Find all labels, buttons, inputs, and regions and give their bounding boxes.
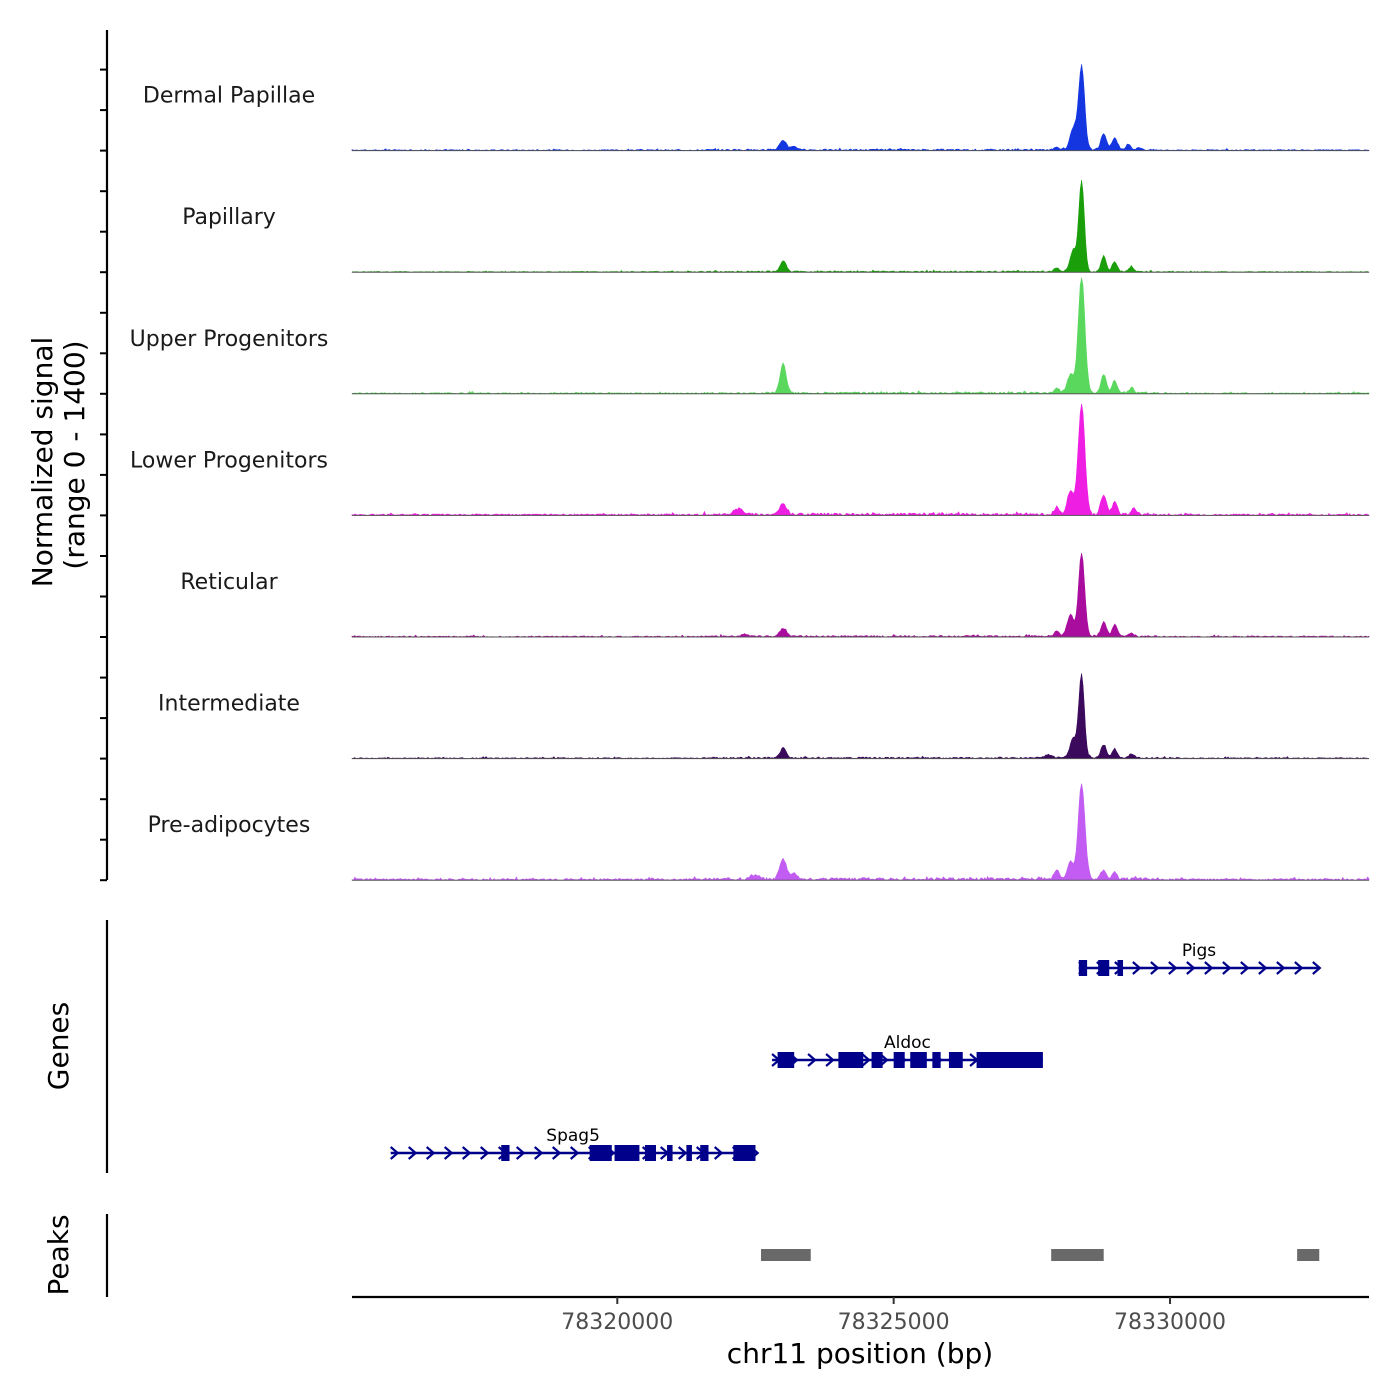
strand-arrow-icon — [677, 1146, 688, 1160]
coverage-area — [351, 277, 1370, 395]
gene-exon — [871, 1052, 883, 1068]
gene-model: Aldoc — [771, 1033, 1043, 1068]
strand-arrow-icon — [1240, 961, 1250, 975]
x-axis-tick-label: 78325000 — [838, 1310, 950, 1335]
gene-model: Pigs — [1078, 941, 1322, 976]
strand-arrow-icon — [1276, 961, 1286, 975]
coverage-area — [351, 673, 1370, 759]
strand-arrow-icon — [1258, 961, 1268, 975]
strand-arrow-icon — [1222, 961, 1232, 975]
x-axis-tick-label: 78320000 — [561, 1310, 673, 1335]
track-label: Papillary — [182, 205, 276, 230]
track-label: Upper Progenitors — [130, 327, 329, 352]
coverage-area — [351, 552, 1370, 638]
coverage-area — [351, 179, 1370, 273]
gene-exon — [932, 1052, 941, 1068]
track-label: Intermediate — [158, 692, 300, 717]
y-axis-title: Normalized signal — [26, 337, 59, 588]
signal-y-axis-ticks — [100, 68, 107, 882]
strand-arrow-icon — [1294, 961, 1304, 975]
peak-region — [1297, 1249, 1320, 1261]
strand-arrow-icon — [825, 1053, 835, 1067]
track-label: Reticular — [180, 570, 278, 595]
x-axis-ticks: 78320000 78325000 78330000 — [561, 1297, 1226, 1335]
gene-exon — [976, 1052, 1043, 1068]
gene-name-label: Aldoc — [884, 1033, 931, 1053]
strand-arrow-icon — [1132, 961, 1142, 975]
gene-exon — [948, 1052, 963, 1068]
coverage-track: Reticular — [180, 552, 1370, 638]
gene-exon — [910, 1052, 927, 1068]
y-axis-title-range: (range 0 - 1400) — [58, 340, 91, 569]
coverage-track: Lower Progenitors — [130, 403, 1370, 516]
gene-exon — [686, 1145, 692, 1161]
x-axis-tick-label: 78330000 — [1114, 1310, 1226, 1335]
strand-arrow-icon — [861, 1053, 871, 1067]
strand-arrow-icon — [807, 1053, 817, 1067]
strand-arrow-icon — [479, 1146, 490, 1160]
coverage-track: Intermediate — [158, 673, 1370, 760]
genes-panel-title: Genes — [42, 1002, 75, 1090]
gene-exon — [777, 1052, 795, 1068]
x-axis-title: chr11 position (bp) — [727, 1337, 993, 1370]
track-label: Lower Progenitors — [130, 448, 328, 473]
coverage-area — [351, 64, 1370, 151]
strand-arrow-icon — [713, 1146, 724, 1160]
coverage-area — [351, 783, 1370, 881]
strand-arrow-icon — [443, 1146, 454, 1160]
track-label: Dermal Papillae — [143, 84, 315, 109]
coverage-area — [351, 403, 1370, 516]
peak-region — [1051, 1249, 1104, 1261]
coverage-track: Papillary — [182, 179, 1370, 273]
gene-exon — [1098, 960, 1110, 976]
strand-arrow-icon — [407, 1146, 418, 1160]
strand-arrow-icon — [515, 1146, 526, 1160]
coverage-track: Upper Progenitors — [130, 277, 1370, 395]
strand-arrow-icon — [389, 1146, 400, 1160]
gene-exon — [589, 1145, 612, 1161]
gene-exon — [1078, 960, 1088, 976]
coverage-track: Pre-adipocytes — [148, 783, 1370, 881]
peak-region — [761, 1249, 811, 1261]
strand-arrow-icon — [461, 1146, 472, 1160]
gene-exon — [667, 1145, 673, 1161]
strand-arrow-icon — [1168, 961, 1178, 975]
gene-annotation-track: Pigs Aldoc Spag5 — [389, 941, 1322, 1161]
gene-exon — [501, 1145, 510, 1161]
track-label: Pre-adipocytes — [148, 813, 311, 838]
gene-exon — [644, 1145, 656, 1161]
strand-arrow-icon — [1312, 961, 1322, 975]
gene-exon — [1117, 960, 1124, 976]
peaks-panel-title: Peaks — [42, 1214, 75, 1295]
gene-exon — [700, 1145, 709, 1161]
gene-exon — [838, 1052, 864, 1068]
gene-exon — [733, 1145, 756, 1161]
strand-arrow-icon — [1150, 961, 1160, 975]
strand-arrow-icon — [1204, 961, 1214, 975]
strand-arrow-icon — [551, 1146, 562, 1160]
gene-name-label: Pigs — [1182, 941, 1216, 961]
gene-exon — [614, 1145, 640, 1161]
strand-arrow-icon — [569, 1146, 580, 1160]
gene-model: Spag5 — [389, 1126, 760, 1161]
coverage-tracks: Dermal Papillae Papillary Upper Progenitor… — [130, 64, 1370, 881]
coverage-track: Dermal Papillae — [143, 64, 1370, 152]
gene-exon — [893, 1052, 905, 1068]
strand-arrow-icon — [533, 1146, 544, 1160]
gene-name-label: Spag5 — [546, 1126, 600, 1146]
peak-region-track — [761, 1249, 1320, 1261]
strand-arrow-icon — [425, 1146, 436, 1160]
strand-arrow-icon — [1186, 961, 1196, 975]
